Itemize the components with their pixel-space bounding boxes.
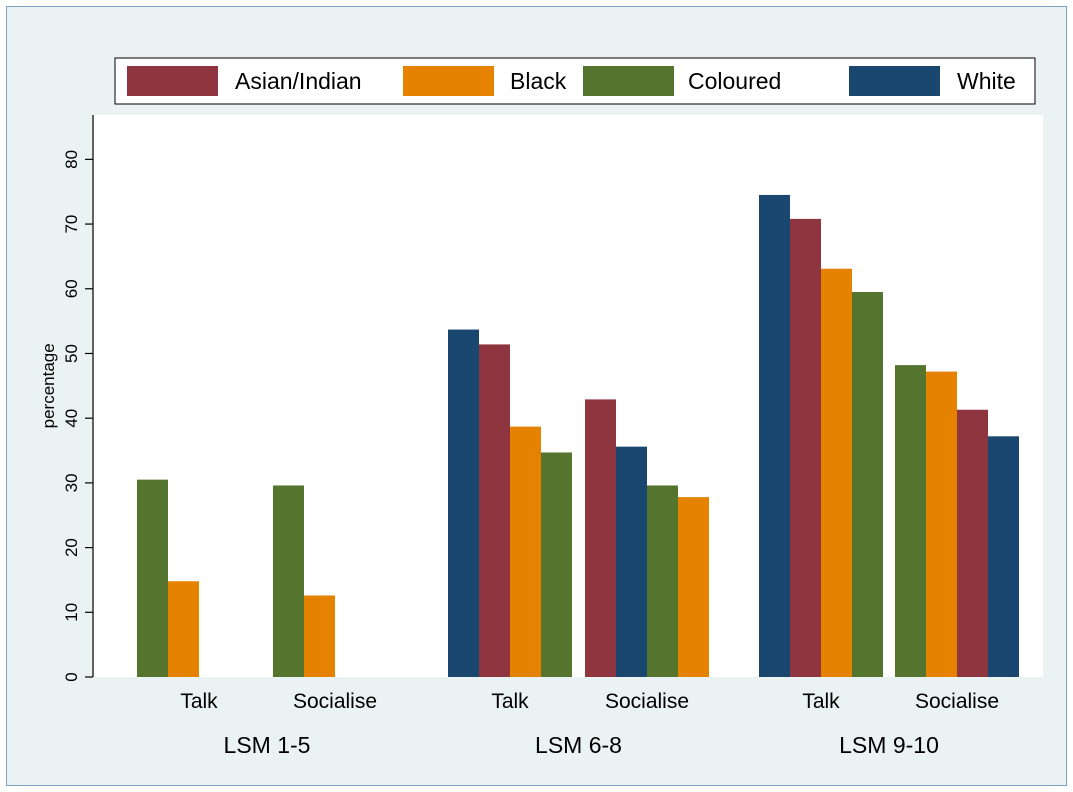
y-tick-label-5: 50 (62, 344, 81, 363)
bar-1-0-0 (448, 329, 479, 677)
bar-1-0-1 (479, 344, 510, 677)
y-tick-label-0: 0 (62, 672, 81, 681)
bar-2-1-2 (957, 409, 988, 677)
subgroup-label-0-0: Talk (180, 690, 218, 713)
subgroup-label-2-1: Socialise (915, 690, 999, 713)
bar-2-1-1 (926, 371, 957, 677)
bar-0-0-0 (137, 479, 168, 677)
subgroup-label-0-1: Socialise (293, 690, 377, 713)
y-tick-label-4: 40 (62, 409, 81, 428)
bar-2-0-0 (759, 194, 790, 678)
bar-2-1-0 (895, 365, 926, 677)
group-label-0: LSM 1-5 (224, 732, 311, 758)
bar-1-1-3 (678, 497, 709, 677)
bar-1-1-2 (647, 485, 678, 677)
bar-chart: Asian/Indian Black Coloured White 0 10 20 30 40… (39, 57, 1043, 758)
legend-label-0: Asian/Indian (235, 68, 362, 94)
bar-1-1-1 (616, 446, 647, 677)
group-label-1: LSM 6-8 (535, 732, 622, 758)
subgroup-label-2-0: Talk (802, 690, 840, 713)
y-tick-label-8: 80 (62, 150, 81, 169)
bar-1-0-3 (541, 452, 572, 677)
bar-1-1-0 (585, 399, 616, 677)
y-tick-label-6: 60 (62, 279, 81, 298)
bar-2-0-2 (821, 268, 852, 677)
group-label-2: LSM 9-10 (839, 732, 939, 758)
bar-2-0-3 (852, 292, 883, 677)
legend-swatch-3 (849, 66, 940, 96)
x-axis-labels: Talk Socialise LSM 1-5 Talk Socialise LSM 6-8… (180, 690, 999, 758)
subgroup-label-1-0: Talk (491, 690, 529, 713)
bar-0-1-1 (304, 595, 335, 677)
y-tick-label-1: 10 (62, 603, 81, 622)
y-tick-label-2: 20 (62, 538, 81, 557)
legend-label-2: Coloured (688, 68, 781, 94)
bar-0-1-0 (273, 485, 304, 677)
bar-1-0-2 (510, 426, 541, 677)
legend-swatch-2 (583, 66, 674, 96)
bar-0-0-1 (168, 581, 199, 677)
legend-swatch-0 (127, 66, 218, 96)
subgroup-label-1-1: Socialise (605, 690, 689, 713)
bars (137, 194, 1019, 678)
chart-frame: Asian/Indian Black Coloured White 0 10 20 30 40… (6, 6, 1067, 786)
legend-label-1: Black (510, 68, 567, 94)
legend-swatch-1 (403, 66, 494, 96)
bar-2-0-1 (790, 218, 821, 677)
legend: Asian/Indian Black Coloured White (114, 57, 1036, 105)
y-tick-label-7: 70 (62, 215, 81, 234)
y-axis-label: percentage (39, 343, 58, 428)
legend-label-3: White (957, 68, 1016, 94)
y-axis: 0 10 20 30 40 50 60 70 80 (62, 115, 94, 682)
bar-2-1-3 (988, 436, 1019, 677)
y-tick-label-3: 30 (62, 473, 81, 492)
